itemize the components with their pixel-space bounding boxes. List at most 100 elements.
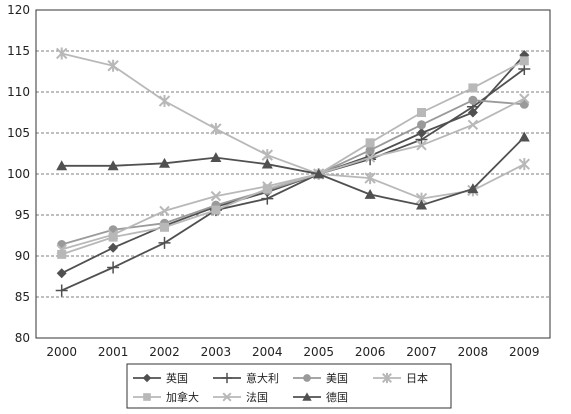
legend-label: 法国 (246, 390, 268, 404)
data-point (468, 83, 478, 93)
data-point (159, 205, 170, 217)
series-line (61, 97, 525, 251)
y-axis-tick-labels: 80 85 90 95 100 105 110 115 120 (7, 3, 30, 345)
series-lines (55, 47, 531, 297)
data-point (107, 229, 119, 240)
data-point (158, 95, 171, 108)
y-tick-label: 80 (15, 331, 30, 345)
series-line (61, 68, 525, 292)
data-point (159, 157, 170, 168)
data-point (262, 181, 273, 192)
y-tick-label: 105 (7, 126, 30, 140)
legend-item: 美国 (293, 372, 348, 385)
data-point (416, 128, 427, 138)
data-point (107, 160, 119, 171)
y-tick-label: 95 (15, 208, 30, 222)
legend-label: 美国 (326, 372, 348, 385)
y-tick-label: 85 (15, 290, 30, 304)
legend-item: 法国 (213, 390, 268, 404)
data-point (415, 133, 428, 146)
y-tick-label: 115 (7, 44, 30, 58)
data-point (107, 261, 120, 274)
data-point (417, 108, 426, 117)
x-tick-label: 2009 (509, 345, 540, 359)
legend-marker (143, 393, 151, 401)
x-tick-label: 2007 (406, 345, 437, 359)
series-line (61, 52, 525, 200)
x-tick-label: 2000 (46, 345, 77, 359)
data-point (467, 183, 479, 194)
data-point (56, 244, 67, 255)
x-tick-label: 2006 (355, 345, 386, 359)
x-tick-label: 2002 (149, 345, 180, 359)
data-point (261, 158, 273, 169)
legend-label: 德国 (326, 390, 348, 404)
data-point (55, 284, 68, 297)
y-tick-label: 120 (7, 3, 30, 17)
data-point (518, 131, 530, 142)
y-tick-label: 90 (15, 249, 30, 263)
data-point (364, 189, 376, 199)
plot-frame (35, 9, 551, 339)
legend-label: 意大利 (246, 371, 279, 385)
data-point (365, 145, 375, 155)
series-line (61, 60, 525, 256)
data-point (467, 119, 479, 131)
data-point (55, 47, 68, 60)
legend-marker (142, 373, 152, 383)
data-point (519, 56, 529, 66)
x-axis-tick-labels: 2000 2001 2002 2003 2004 2005 2006 2007 2008 2009 (46, 345, 539, 359)
legend-item: 德国 (293, 390, 348, 404)
data-point (210, 190, 222, 202)
data-point (56, 268, 67, 279)
series-6 (56, 131, 530, 210)
legend-item: 意大利 (213, 371, 279, 385)
legend-box (126, 363, 452, 409)
data-point (417, 120, 426, 130)
data-point (108, 242, 119, 253)
data-point (56, 160, 68, 171)
legend-item: 加拿大 (133, 390, 199, 404)
y-tick-label: 100 (7, 167, 30, 181)
data-point (160, 222, 169, 232)
data-point (313, 168, 325, 179)
legend-marker (302, 392, 312, 401)
data-point (519, 93, 530, 104)
data-point (416, 140, 427, 151)
legend-marker (222, 392, 232, 402)
legend-label: 日本 (406, 371, 428, 385)
data-point (210, 122, 222, 135)
data-point (518, 158, 531, 171)
x-tick-label: 2001 (98, 345, 129, 359)
data-point (107, 59, 119, 72)
data-point (365, 138, 375, 148)
legend-label: 英国 (166, 371, 188, 385)
grid-lines (36, 50, 550, 298)
data-point (468, 95, 478, 105)
legend-marker (221, 372, 233, 384)
legend-item: 日本 (373, 371, 428, 385)
data-point (416, 199, 427, 210)
legend-label: 加拿大 (166, 390, 199, 404)
data-point (158, 236, 171, 249)
data-point (211, 205, 221, 215)
x-tick-label: 2003 (201, 345, 232, 359)
data-point (262, 184, 272, 194)
legend-item: 英国 (133, 371, 188, 385)
legend-marker (303, 374, 311, 382)
x-tick-label: 2005 (303, 345, 334, 359)
x-tick-label: 2004 (252, 345, 283, 359)
data-point (210, 152, 222, 162)
series-line (61, 136, 525, 207)
data-point (57, 249, 67, 259)
data-point (108, 232, 118, 242)
y-tick-label: 110 (7, 85, 30, 99)
data-point (364, 172, 376, 185)
data-point (364, 152, 376, 163)
x-tick-label: 2008 (458, 345, 489, 359)
legend-marker (382, 372, 392, 384)
